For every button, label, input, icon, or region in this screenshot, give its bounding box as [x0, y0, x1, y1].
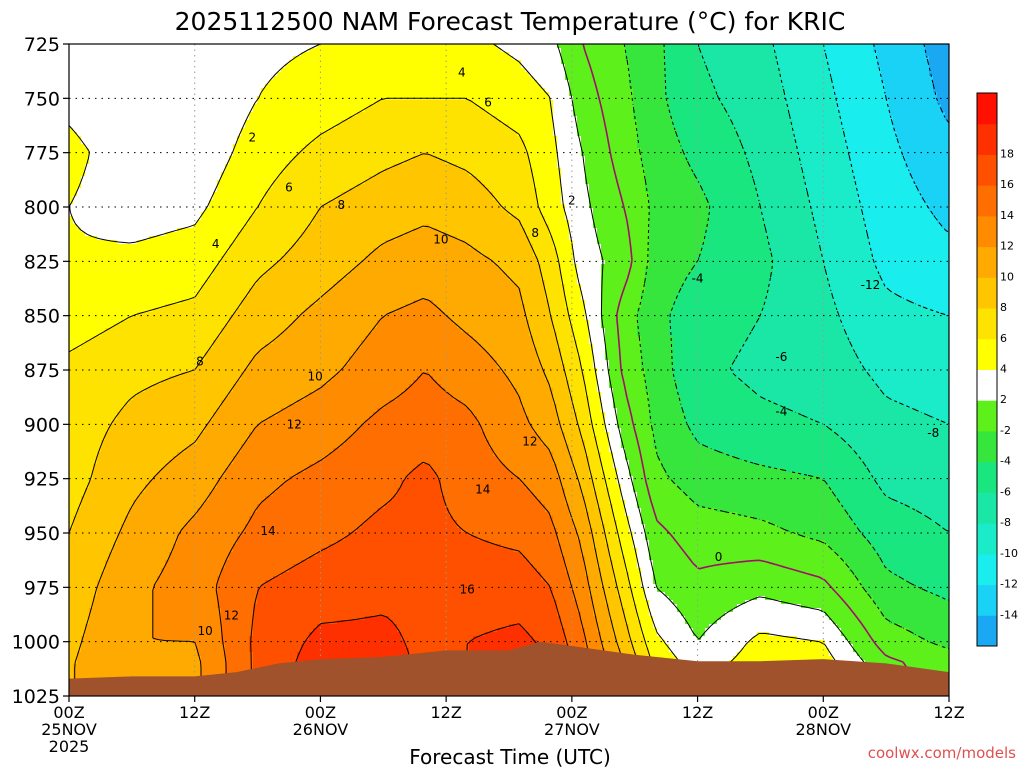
- colorbar-swatch: [977, 585, 997, 616]
- y-tick-label: 925: [24, 469, 60, 491]
- y-tick-label: 750: [24, 88, 60, 110]
- y-tick-label: 850: [24, 306, 60, 328]
- contour-label: 2: [568, 193, 576, 207]
- y-tick-label: 900: [24, 414, 60, 436]
- x-tick-label: 26NOV: [293, 720, 349, 739]
- x-tick-label: 12Z: [682, 703, 713, 722]
- contour-label: -4: [692, 272, 704, 286]
- contour-label: -6: [775, 350, 787, 364]
- colorbar-label: 4: [1000, 363, 1007, 376]
- colorbar-label: 18: [1000, 147, 1014, 160]
- contour-label: 8: [196, 354, 204, 368]
- colorbar-label: -10: [1000, 547, 1018, 560]
- colorbar-label: -12: [1000, 578, 1018, 591]
- contour-label: 12: [522, 435, 537, 449]
- y-tick-label: 1000: [12, 632, 60, 654]
- x-tick-label: 2025: [49, 737, 90, 756]
- colorbar-swatch: [977, 370, 997, 401]
- y-tick-label: 725: [24, 34, 60, 56]
- colorbar-swatch: [977, 124, 997, 155]
- x-axis-label: Forecast Time (UTC): [409, 745, 611, 768]
- color-legend: -14 -12 -10 -8 -6 -4 -2 2 4 6 8 10 12 14 16 18: [977, 93, 1018, 647]
- x-tick-label: 12Z: [430, 703, 461, 722]
- contour-label: 10: [308, 370, 323, 384]
- colorbar-label: -2: [1000, 424, 1011, 437]
- chart-title: 2025112500 NAM Forecast Temperature (°C)…: [175, 7, 846, 36]
- colorbar-label: 6: [1000, 332, 1007, 345]
- colorbar-swatch: [977, 277, 997, 308]
- y-tick-label: 775: [24, 143, 60, 165]
- colorbar-swatch: [977, 615, 997, 646]
- colorbar-label: -4: [1000, 455, 1011, 468]
- colorbar-label: 16: [1000, 178, 1014, 191]
- x-tick-label: 12Z: [179, 703, 210, 722]
- y-tick-label: 950: [24, 523, 60, 545]
- contour-label: 0: [715, 550, 723, 564]
- colorbar-label: 10: [1000, 270, 1014, 283]
- colorbar-label: -14: [1000, 608, 1018, 621]
- colorbar-label: 8: [1000, 301, 1007, 314]
- colorbar-swatch: [977, 339, 997, 370]
- colorbar-swatch: [977, 431, 997, 462]
- contour-label: 6: [484, 96, 492, 110]
- contour-label: 4: [212, 237, 220, 251]
- y-tick-label: 800: [24, 197, 60, 219]
- contour-label: 8: [338, 198, 346, 212]
- colorbar-swatch: [977, 462, 997, 493]
- x-tick-label: 27NOV: [544, 720, 600, 739]
- colorbar-swatch: [977, 400, 997, 431]
- contour-label: 16: [459, 583, 474, 597]
- y-tick-label: 875: [24, 360, 60, 382]
- contour-label: 14: [260, 524, 275, 538]
- y-tick-label: 975: [24, 577, 60, 599]
- colorbar-swatch: [977, 247, 997, 278]
- colorbar-swatch: [977, 154, 997, 185]
- contour-label: -8: [927, 426, 939, 440]
- y-tick-label: 825: [24, 251, 60, 273]
- contour-label: 12: [224, 609, 239, 623]
- colorbar-label: -6: [1000, 485, 1011, 498]
- contour-label: -4: [775, 404, 787, 418]
- contour-label: 12: [287, 417, 302, 431]
- colorbar-swatch: [977, 523, 997, 554]
- colorbar-swatch: [977, 185, 997, 216]
- colorbar-swatch: [977, 308, 997, 339]
- colorbar-swatch: [977, 492, 997, 523]
- pressure-axis: 7257507758008258508759009259509751000102…: [12, 34, 69, 708]
- contour-label: 6: [285, 180, 293, 194]
- contour-label: 2: [249, 130, 257, 144]
- colorbar-swatch: [977, 554, 997, 585]
- colorbar-swatch: [977, 216, 997, 247]
- contour-label: 14: [475, 483, 490, 497]
- temperature-cross-section-chart: 2025112500 NAM Forecast Temperature (°C)…: [0, 0, 1024, 768]
- colorbar-label: 2: [1000, 393, 1007, 406]
- contour-label: 10: [433, 233, 448, 247]
- contour-label: 10: [198, 624, 213, 638]
- credit-label: coolwx.com/models: [868, 744, 1016, 762]
- colorbar-label: 12: [1000, 240, 1014, 253]
- colorbar-swatch: [977, 93, 997, 124]
- colorbar-label: 14: [1000, 209, 1014, 222]
- x-tick-label: 12Z: [933, 703, 964, 722]
- contour-label: 4: [458, 65, 466, 79]
- contour-label: -12: [861, 278, 881, 292]
- contour-label: 8: [531, 226, 539, 240]
- x-tick-label: 28NOV: [795, 720, 851, 739]
- colorbar-label: -8: [1000, 516, 1011, 529]
